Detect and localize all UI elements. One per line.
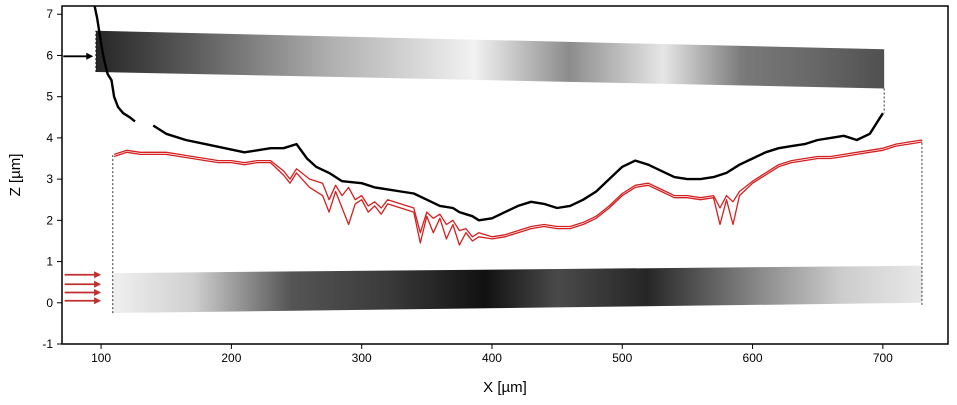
red-arrow-1-head — [94, 271, 102, 279]
x-tick-label: 500 — [612, 351, 632, 365]
y-tick-label: 1 — [46, 255, 53, 269]
y-tick-label: -1 — [42, 337, 53, 351]
red-arrow-4-head — [94, 297, 102, 305]
y-tick-label: 6 — [46, 48, 53, 62]
black-arrow-head — [86, 52, 94, 60]
y-tick-label: 7 — [46, 7, 53, 21]
red-arrow-2-head — [94, 280, 102, 288]
x-tick-label: 700 — [873, 351, 893, 365]
top-image-strip — [95, 30, 885, 89]
x-tick-label: 600 — [743, 351, 763, 365]
red-arrow-3-head — [94, 288, 102, 296]
x-tick-label: 100 — [91, 351, 111, 365]
y-axis-title: Z [µm] — [7, 154, 24, 197]
y-tick-label: 0 — [46, 296, 53, 310]
x-axis-title: X [µm] — [483, 379, 527, 396]
y-tick-label: 3 — [46, 172, 53, 186]
series-line-2 — [152, 112, 884, 222]
x-tick-label: 400 — [482, 351, 502, 365]
plot-frame — [61, 5, 949, 345]
y-tick-label: 4 — [46, 131, 53, 145]
x-tick-label: 200 — [221, 351, 241, 365]
series-line-4 — [113, 141, 923, 246]
series-line-1 — [93, 5, 136, 123]
bottom-image-strip — [112, 265, 922, 314]
series-line-3 — [113, 139, 922, 238]
x-tick-label: 300 — [352, 351, 372, 365]
y-tick-label: 5 — [46, 90, 53, 104]
y-tick-label: 2 — [46, 213, 53, 227]
